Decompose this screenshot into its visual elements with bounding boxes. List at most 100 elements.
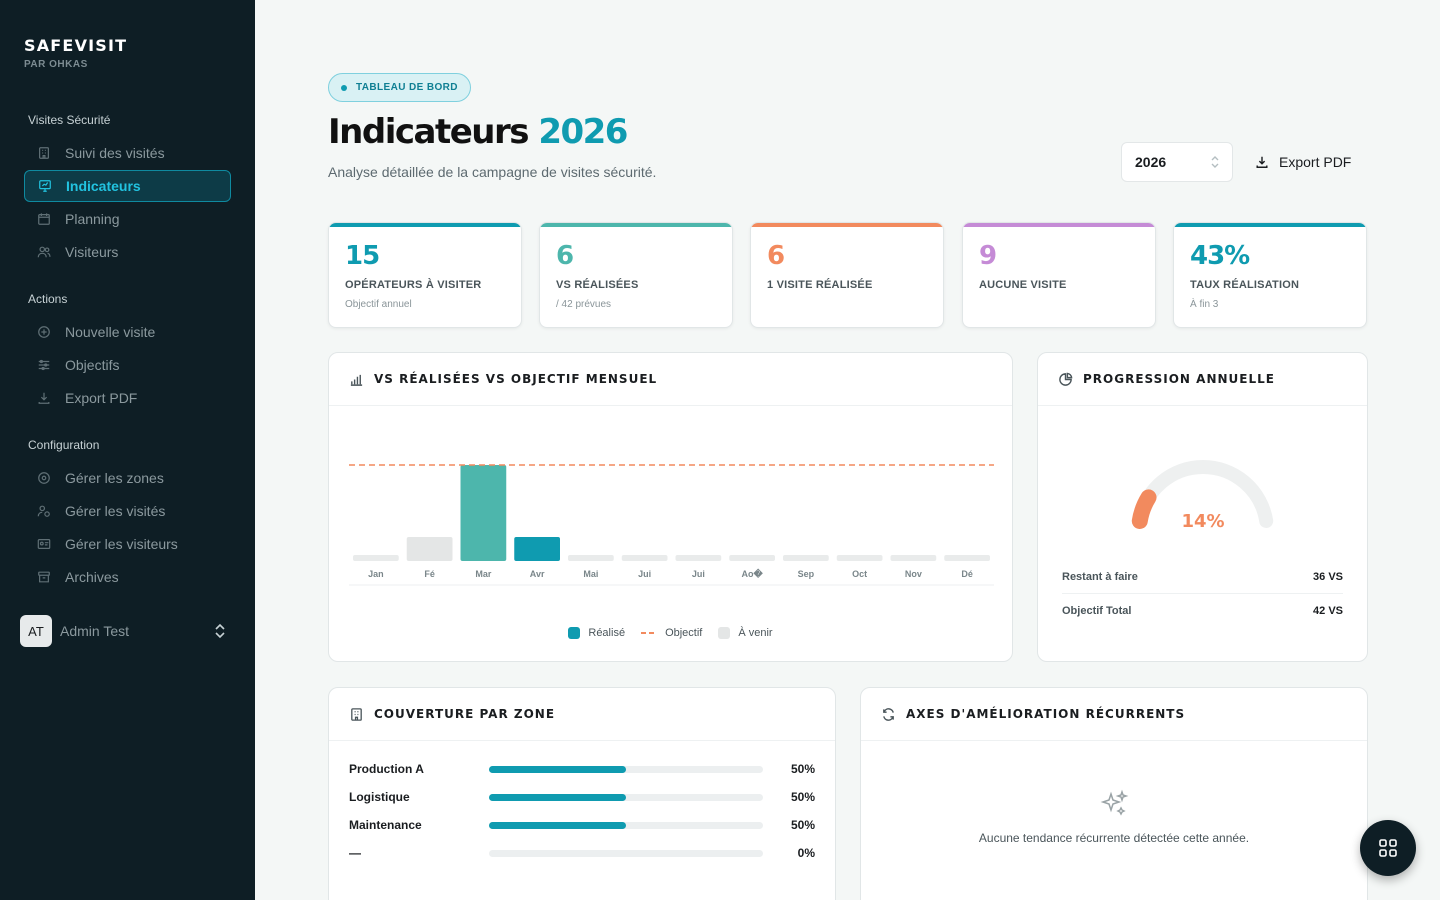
kpi-accent-bar	[751, 223, 943, 227]
sidebar-item-label: Visiteurs	[65, 244, 119, 260]
zone-percent: 50%	[790, 790, 815, 804]
building-icon	[351, 707, 362, 721]
sidebar-item-label: Export PDF	[65, 390, 138, 406]
card-title: AXES D'AMÉLIORATION RÉCURRENTS	[906, 707, 1186, 721]
zone-row: — 0%	[349, 843, 815, 863]
brand-name: SAFEVISIT	[24, 36, 128, 55]
sidebar-item-export-pdf[interactable]: Export PDF	[24, 382, 231, 414]
kpi-value: 15	[345, 241, 380, 271]
sidebar-item-indicateurs[interactable]: Indicateurs	[24, 170, 231, 202]
sidebar-item-gerer-zones[interactable]: Gérer les zones	[24, 462, 231, 494]
empty-state: Aucune tendance récurrente détectée cett…	[861, 788, 1367, 845]
legend-item-a-venir: À venir	[718, 627, 773, 639]
stat-row-objectif-total: Objectif Total 42 VS	[1062, 594, 1343, 627]
stat-value: 42 VS	[1313, 604, 1343, 617]
sliders-icon	[38, 359, 50, 371]
grid-icon	[1379, 839, 1397, 857]
kpi-card-vs-realisees: 6 VS RÉALISÉES / 42 prévues	[539, 222, 733, 328]
kpi-card-taux-realisation: 43% TAUX RÉALISATION À fin 3	[1173, 222, 1367, 328]
legend-label: À venir	[738, 627, 773, 639]
kpi-value: 43%	[1190, 241, 1250, 271]
zone-name: Production A	[349, 762, 424, 776]
card-header: AXES D'AMÉLIORATION RÉCURRENTS	[861, 688, 1367, 741]
sidebar-item-gerer-visites[interactable]: Gérer les visités	[24, 495, 231, 527]
monthly-bar-chart: Jan Fé Mar Avr Mai Jui Jui Ao� Sep Oct Nov Dé	[349, 464, 994, 586]
sidebar-item-label: Gérer les visiteurs	[65, 536, 178, 552]
sidebar-item-nouvelle-visite[interactable]: Nouvelle visite	[24, 316, 231, 348]
kpi-label: 1 VISITE RÉALISÉE	[767, 279, 873, 291]
kpi-label: VS RÉALISÉES	[556, 279, 639, 291]
plus-circle-icon	[38, 326, 50, 338]
sidebar-item-label: Archives	[65, 569, 119, 585]
bar-2	[406, 537, 453, 561]
legend-label: Objectif	[665, 627, 703, 639]
monthly-chart-card: VS RÉALISÉES VS OBJECTIF MENSUEL Jan Fé Ma…	[328, 352, 1013, 662]
legend-dash	[641, 632, 658, 634]
building-icon	[39, 147, 49, 159]
user-menu[interactable]: AT Admin Test	[20, 615, 235, 647]
chevron-up-down-icon	[1211, 156, 1219, 168]
bar-1	[353, 555, 399, 561]
download-icon	[38, 392, 50, 404]
kpi-card-operateurs: 15 OPÉRATEURS À VISITER Objectif annuel	[328, 222, 522, 328]
stat-label: Restant à faire	[1062, 571, 1138, 583]
brand-subtitle: PAR OHKAS	[24, 59, 88, 70]
pie-chart-icon	[1059, 372, 1073, 386]
zone-row: Logistique 50%	[349, 787, 815, 807]
sidebar-item-planning[interactable]: Planning	[24, 203, 231, 235]
zone-row: Maintenance 50%	[349, 815, 815, 835]
zone-name: Maintenance	[349, 818, 422, 832]
gauge-fill	[1131, 489, 1157, 529]
page-title: Indicateurs 2026	[328, 112, 628, 152]
archive-icon	[38, 571, 50, 583]
x-tick-label: Jan	[368, 569, 384, 579]
sidebar-item-suivi-des-visites[interactable]: Suivi des visités	[24, 137, 231, 169]
sidebar: SAFEVISIT PAR OHKAS Visites Sécurité Sui…	[0, 0, 255, 900]
zone-row: Production A 50%	[349, 759, 815, 779]
kpi-card-aucune-visite: 9 AUCUNE VISITE	[962, 222, 1156, 328]
bar-3	[460, 465, 507, 561]
year-select[interactable]: 2026	[1121, 142, 1233, 182]
kpi-note: À fin 3	[1190, 299, 1219, 310]
stat-row-restant: Restant à faire 36 VS	[1062, 561, 1343, 594]
zone-progress-fill	[489, 793, 626, 801]
bar-4	[514, 537, 560, 561]
improvement-axes-card: AXES D'AMÉLIORATION RÉCURRENTS Aucune te…	[860, 687, 1368, 900]
chevron-up-down-icon[interactable]	[213, 623, 227, 639]
card-header: COUVERTURE PAR ZONE	[329, 688, 835, 741]
sidebar-item-objectifs[interactable]: Objectifs	[24, 349, 231, 381]
sidebar-item-visiteurs[interactable]: Visiteurs	[24, 236, 231, 268]
bar-9	[783, 555, 829, 561]
page-title-text: Indicateurs	[328, 112, 529, 152]
kpi-label: OPÉRATEURS À VISITER	[345, 279, 482, 291]
stat-value: 36 VS	[1313, 571, 1343, 583]
refresh-icon	[883, 707, 894, 721]
kpi-label: TAUX RÉALISATION	[1190, 279, 1300, 291]
bar-10	[836, 555, 883, 561]
zone-percent: 0%	[797, 846, 815, 860]
legend-item-objectif: Objectif	[641, 627, 702, 639]
card-title: COUVERTURE PAR ZONE	[374, 707, 556, 721]
kpi-card-une-visite: 6 1 VISITE RÉALISÉE	[750, 222, 944, 328]
sidebar-item-label: Nouvelle visite	[65, 324, 156, 340]
kpi-label: AUCUNE VISITE	[979, 279, 1067, 291]
bar-12	[944, 555, 990, 561]
bar-6	[621, 555, 668, 561]
sidebar-item-label: Planning	[65, 211, 120, 227]
bar-7	[675, 555, 722, 561]
nav-section-visites: Visites Sécurité Suivi des visités Indic…	[0, 110, 255, 269]
avatar: AT	[20, 615, 52, 647]
sidebar-item-gerer-visiteurs[interactable]: Gérer les visiteurs	[24, 528, 231, 560]
sidebar-item-label: Gérer les visités	[65, 503, 166, 519]
apps-menu-button[interactable]	[1360, 820, 1416, 876]
sidebar-item-label: Objectifs	[65, 357, 120, 373]
bar-5	[568, 555, 614, 561]
nav-section-title: Configuration	[28, 438, 100, 452]
sidebar-item-archives[interactable]: Archives	[24, 561, 231, 593]
export-pdf-button[interactable]: Export PDF	[1247, 142, 1359, 182]
x-tick-label: Dé	[961, 569, 973, 579]
stat-label: Objectif Total	[1062, 604, 1132, 617]
x-tick-label: Oct	[852, 569, 867, 579]
kpi-accent-bar	[1174, 223, 1366, 227]
progress-card: PROGRESSION ANNUELLE 14% Restant à faire…	[1037, 352, 1368, 662]
